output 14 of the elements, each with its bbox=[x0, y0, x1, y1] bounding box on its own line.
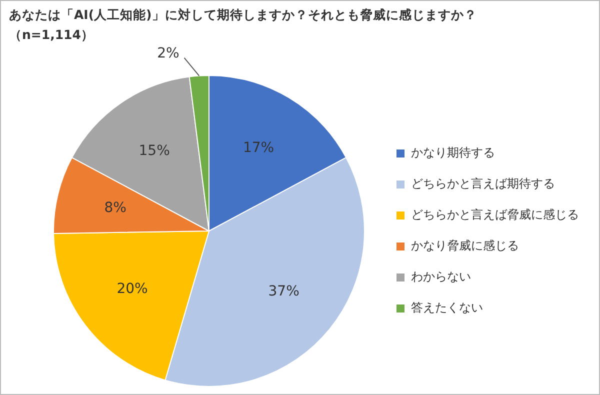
data-label: 17% bbox=[242, 140, 274, 156]
legend-label: かなり脅威に感じる bbox=[411, 238, 519, 253]
chart-subtitle: （n=1,114） bbox=[9, 27, 94, 44]
legend-label: どちらかと言えば脅威に感じる bbox=[411, 208, 579, 222]
legend-label: わからない bbox=[411, 270, 471, 284]
legend-label: かなり期待する bbox=[411, 146, 495, 160]
data-label: 20% bbox=[116, 281, 148, 298]
data-label: 2% bbox=[157, 45, 180, 62]
data-label: 15% bbox=[138, 143, 170, 160]
data-label: 8% bbox=[104, 200, 126, 216]
chart-title: あなたは「AI(人工知能)」に対して期待しますか？それとも脅威に感じますか？ bbox=[9, 7, 477, 24]
legend-label: 答えたくない bbox=[411, 300, 483, 315]
data-label: 37% bbox=[268, 283, 300, 300]
legend-label: どちらかと言えば期待する bbox=[411, 176, 555, 191]
